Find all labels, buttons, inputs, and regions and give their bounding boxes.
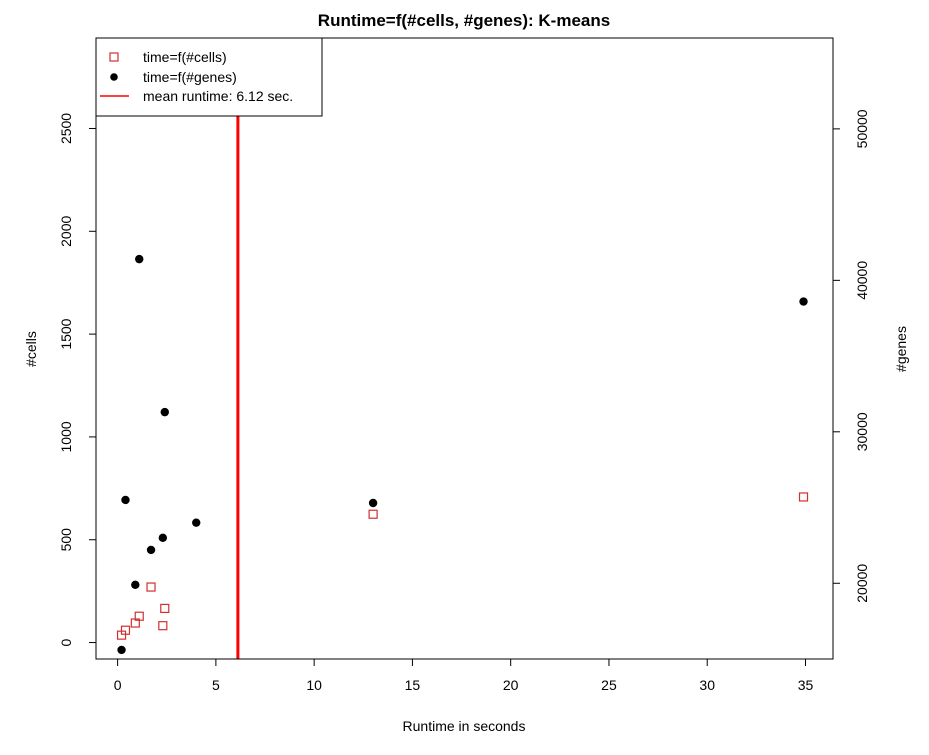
y-right-tick-label: 40000 bbox=[854, 261, 870, 300]
y-tick-label: 1000 bbox=[58, 421, 74, 452]
plot-frame bbox=[95, 37, 834, 660]
y-axis-right-label: #genes bbox=[893, 326, 909, 372]
legend-box bbox=[95, 37, 323, 117]
series-cells bbox=[116, 492, 809, 640]
genes-point bbox=[799, 297, 808, 306]
genes-point bbox=[131, 580, 140, 589]
y-axis-right: 20000 30000 40000 50000 bbox=[832, 109, 870, 603]
cells-point bbox=[146, 582, 156, 592]
y-tick-label: 0 bbox=[58, 638, 74, 646]
genes-point bbox=[117, 645, 126, 655]
legend-label-cells: time=f(#cells) bbox=[143, 49, 227, 65]
x-tick-label: 35 bbox=[798, 677, 814, 693]
y-axis-label: #cells bbox=[23, 331, 39, 367]
x-axis: 0 5 10 15 20 25 30 35 bbox=[114, 658, 814, 693]
genes-point bbox=[192, 518, 201, 527]
x-tick-label: 5 bbox=[212, 677, 220, 693]
y-right-tick-label: 20000 bbox=[854, 564, 870, 603]
cells-point bbox=[134, 611, 144, 621]
genes-point bbox=[121, 495, 130, 505]
legend-marker-genes bbox=[110, 73, 118, 81]
chart-title: Runtime=f(#cells, #genes): K-means bbox=[318, 11, 610, 30]
series-genes bbox=[117, 254, 808, 655]
x-tick-label: 25 bbox=[601, 677, 617, 693]
genes-point bbox=[368, 498, 378, 508]
y-tick-label: 1500 bbox=[58, 318, 74, 349]
x-axis-label: Runtime in seconds bbox=[403, 718, 526, 734]
plot-area bbox=[95, 37, 834, 660]
genes-point bbox=[160, 407, 169, 417]
x-tick-label: 30 bbox=[699, 677, 715, 693]
y-tick-label: 2000 bbox=[58, 216, 74, 247]
legend-label-mean: mean runtime: 6.12 sec. bbox=[143, 88, 293, 104]
x-tick-label: 15 bbox=[405, 677, 421, 693]
cells-point bbox=[798, 492, 809, 502]
genes-point bbox=[146, 545, 156, 555]
x-tick-label: 20 bbox=[503, 677, 519, 693]
genes-point bbox=[135, 254, 144, 264]
y-tick-label: 500 bbox=[58, 528, 74, 552]
legend-marker-cells bbox=[109, 52, 119, 62]
cells-point bbox=[120, 625, 131, 635]
y-axis-left: 0 500 1000 1500 2000 2500 bbox=[58, 113, 97, 646]
cells-point bbox=[158, 621, 168, 631]
y-right-tick-label: 30000 bbox=[854, 412, 870, 451]
genes-point bbox=[158, 533, 168, 543]
x-tick-label: 10 bbox=[306, 677, 322, 693]
cells-point bbox=[368, 509, 378, 519]
legend-label-genes: time=f(#genes) bbox=[143, 69, 237, 85]
legend: time=f(#cells) time=f(#genes) mean runti… bbox=[95, 37, 323, 117]
y-right-tick-label: 50000 bbox=[854, 109, 870, 148]
y-tick-label: 2500 bbox=[58, 113, 74, 144]
cells-point bbox=[160, 603, 170, 614]
x-tick-label: 0 bbox=[114, 677, 122, 693]
